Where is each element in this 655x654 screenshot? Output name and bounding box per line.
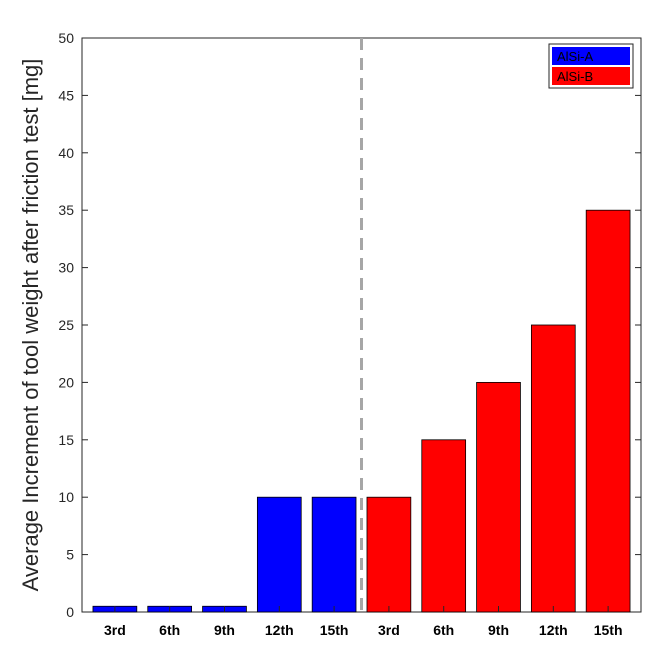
bar-alsi-a-15th (311, 496, 357, 613)
y-tick-label: 10 (58, 489, 74, 505)
x-tick-label: 15th (320, 622, 349, 638)
x-tick-label: 3rd (378, 622, 400, 638)
y-axis-label: Average Increment of tool weight after f… (18, 59, 43, 592)
x-tick-label: 9th (214, 622, 235, 638)
y-tick-label: 0 (66, 604, 74, 620)
legend-swatch-alsi-b (552, 67, 630, 85)
bar-alsi-b-9th (476, 381, 521, 613)
y-axis-ticks: 0 5 10 15 20 25 30 35 40 45 50 (58, 30, 641, 620)
legend: AlSi-A AlSi-B (548, 43, 634, 89)
bar-alsi-a-12th (256, 496, 302, 613)
x-tick-label: 15th (594, 622, 623, 638)
x-tick-label: 6th (159, 622, 180, 638)
bar-alsi-b-3rd (366, 496, 412, 613)
legend-label-alsi-b: AlSi-B (557, 69, 593, 84)
x-tick-label: 6th (433, 622, 454, 638)
bar-alsi-b-12th (530, 324, 576, 613)
y-tick-label: 25 (58, 317, 74, 333)
y-tick-label: 35 (58, 202, 74, 218)
legend-swatch-alsi-a (552, 47, 630, 65)
x-tick-label: 3rd (104, 622, 126, 638)
y-tick-label: 50 (58, 30, 74, 46)
y-tick-label: 40 (58, 145, 74, 161)
y-tick-label: 5 (66, 547, 74, 563)
y-tick-label: 20 (58, 374, 74, 390)
bar-alsi-b-6th (421, 439, 467, 613)
y-tick-label: 15 (58, 432, 74, 448)
bar-alsi-b-15th (585, 209, 631, 613)
x-axis-ticks: 3rd 6th 9th 12th 15th 3rd 6th 9th 12th 15th (104, 606, 623, 638)
x-tick-label: 9th (488, 622, 509, 638)
legend-label-alsi-a: AlSi-A (557, 49, 593, 64)
x-tick-label: 12th (265, 622, 294, 638)
y-tick-label: 30 (58, 260, 74, 276)
y-tick-label: 45 (58, 87, 74, 103)
x-tick-label: 12th (539, 622, 568, 638)
